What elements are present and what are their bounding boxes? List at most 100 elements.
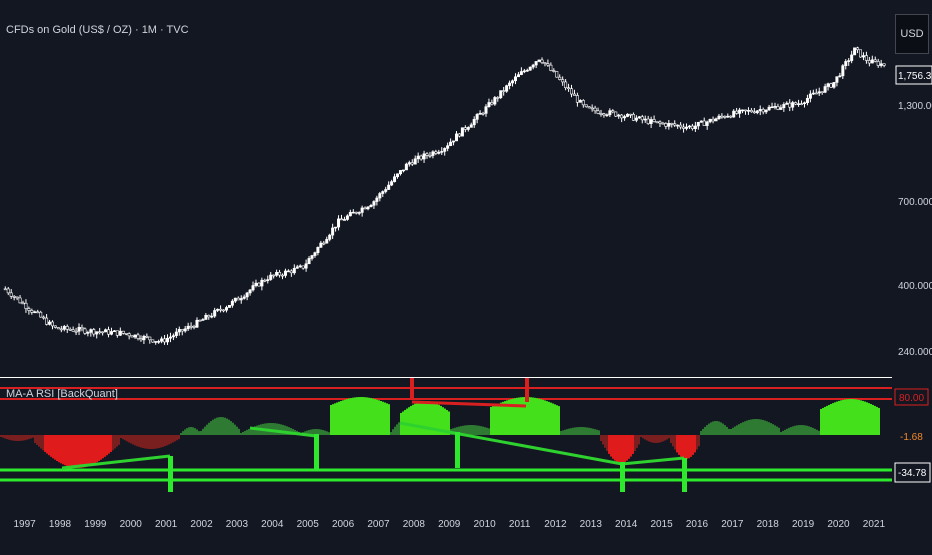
- candle: [685, 126, 689, 129]
- histogram-bar: [0, 435, 2, 437]
- histogram-bar: [196, 429, 198, 435]
- time-axis-label: 2015: [650, 519, 673, 530]
- candle: [800, 103, 804, 105]
- histogram-bar: [388, 404, 390, 435]
- price-chart-pane[interactable]: CFDs on Gold (US$ / OZ) · 1M · TVC: [0, 0, 892, 377]
- symbol-title: CFDs on Gold (US$ / OZ) · 1M · TVC: [6, 24, 189, 36]
- histogram-bar: [710, 422, 712, 435]
- candle: [174, 331, 178, 336]
- candle: [466, 127, 470, 130]
- histogram-bar: [844, 399, 846, 435]
- histogram-bar: [320, 429, 322, 435]
- histogram-bar: [94, 435, 96, 464]
- histogram-bar: [198, 431, 200, 435]
- histogram-bar: [438, 404, 440, 435]
- histogram-bar: [622, 435, 624, 463]
- candle: [275, 272, 279, 276]
- candle: [24, 302, 28, 309]
- candle: [693, 125, 697, 130]
- candle: [873, 59, 877, 62]
- candle: [602, 113, 606, 116]
- histogram-bar: [358, 397, 360, 435]
- histogram-bar: [668, 435, 670, 439]
- candle: [59, 328, 63, 331]
- histogram-bar: [790, 427, 792, 435]
- histogram-bar: [184, 429, 186, 435]
- histogram-bar: [200, 431, 202, 435]
- indicator-scale[interactable]: 80.00 -1.68 -34.78: [892, 378, 932, 497]
- histogram-bar: [86, 435, 88, 467]
- histogram-bar: [12, 435, 14, 441]
- currency-button[interactable]: USD: [895, 14, 929, 54]
- histogram-bar: [824, 406, 826, 435]
- histogram-bar: [850, 399, 852, 435]
- indicator-svg[interactable]: [0, 378, 892, 497]
- histogram-bar: [480, 426, 482, 435]
- indicator-pane[interactable]: MA-A RSI [BackQuant]: [0, 378, 892, 497]
- histogram-bar: [22, 435, 24, 441]
- time-axis[interactable]: 1997 1998 1999 2000 2001 2002 2003 2004 2005 2006…: [0, 497, 892, 550]
- candle: [48, 321, 52, 325]
- price-chart-svg[interactable]: [0, 0, 892, 377]
- histogram-bar: [628, 435, 630, 459]
- histogram-bar: [436, 403, 438, 435]
- candle: [195, 319, 199, 328]
- candle: [401, 169, 405, 172]
- price-tick-label: 1,300.000: [898, 101, 932, 112]
- histogram-bar: [312, 429, 314, 435]
- histogram-bar: [774, 425, 776, 435]
- price-scale[interactable]: 1,756.388 1,300.000 700.000 400.000 240.…: [892, 0, 932, 377]
- candle: [767, 106, 771, 111]
- candle: [219, 308, 223, 311]
- candle: [198, 319, 202, 322]
- candle: [92, 329, 96, 335]
- histogram-bar: [104, 435, 106, 457]
- histogram-bar: [586, 427, 588, 435]
- price-tick-label: 240.000: [898, 347, 932, 358]
- candle: [513, 76, 517, 82]
- lower-level-box: [894, 462, 931, 483]
- histogram-bar: [496, 404, 498, 435]
- histogram-bar: [612, 435, 614, 459]
- histogram-bar: [346, 399, 348, 435]
- candle: [832, 82, 836, 88]
- histogram-bar: [666, 435, 668, 440]
- histogram-bar: [34, 435, 36, 443]
- histogram-bar: [192, 427, 194, 435]
- histogram-bar: [396, 424, 398, 435]
- pane-separator[interactable]: [0, 377, 892, 378]
- candle: [254, 282, 258, 286]
- histogram-bar: [820, 409, 822, 435]
- histogram-bar: [760, 419, 762, 435]
- histogram-bar: [704, 426, 706, 435]
- candle: [319, 242, 323, 248]
- time-axis-label: 2005: [297, 519, 320, 530]
- candle: [331, 227, 335, 236]
- bullish-signal-marker: [168, 456, 173, 492]
- histogram-bar: [190, 427, 192, 435]
- histogram-bar: [444, 408, 446, 435]
- histogram-bar: [384, 402, 386, 435]
- histogram-bar: [30, 435, 32, 439]
- histogram-bar: [478, 425, 480, 435]
- histogram-bar: [26, 435, 28, 440]
- candle: [428, 155, 432, 157]
- histogram-bar: [826, 405, 828, 435]
- histogram-bar: [624, 435, 626, 462]
- histogram-bar: [830, 404, 832, 435]
- candle: [567, 87, 571, 90]
- histogram-bar: [792, 426, 794, 435]
- histogram-bar: [638, 435, 640, 445]
- candle: [248, 289, 252, 294]
- candle: [746, 110, 750, 112]
- histogram-bar: [470, 425, 472, 435]
- indicator-title: MA-A RSI [BackQuant]: [6, 388, 118, 400]
- histogram-bar: [656, 435, 658, 443]
- candle: [690, 125, 694, 130]
- candle: [42, 316, 46, 319]
- histogram-bar: [816, 429, 818, 435]
- histogram-bar: [374, 399, 376, 435]
- candle: [342, 219, 346, 221]
- time-axis-label: 1999: [84, 519, 107, 530]
- candle: [552, 70, 556, 72]
